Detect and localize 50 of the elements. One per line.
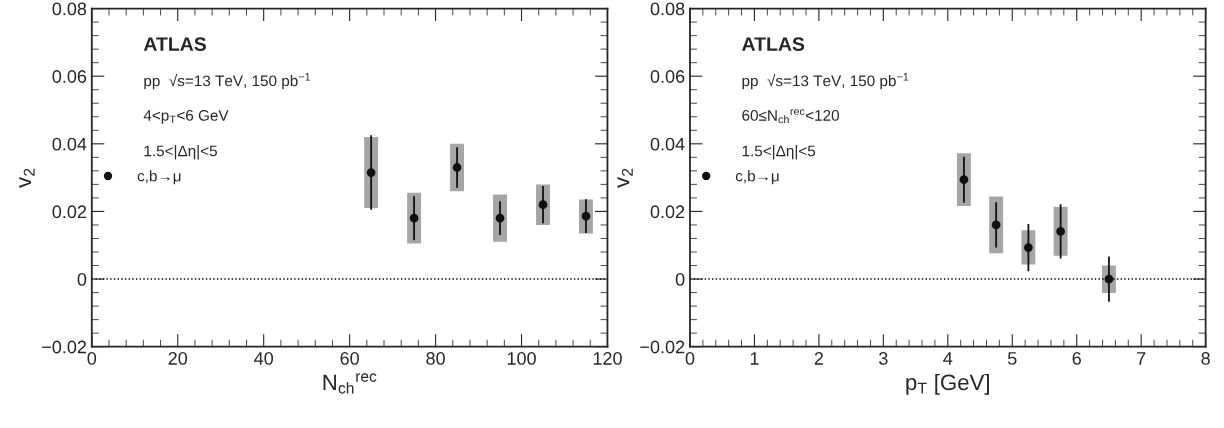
x-tick-label: 40 [254, 352, 274, 365]
point [538, 200, 548, 210]
annotation: 1.5<|Δη|<5 [742, 145, 816, 160]
point [959, 175, 969, 185]
x-tick-label: 5 [1007, 352, 1017, 365]
x-tick-label: 4 [943, 352, 953, 365]
x-tick-label: 0 [685, 352, 695, 365]
y-axis-title: v$_{2}$ [19, 168, 35, 188]
y-tick-label: 0.06 [52, 70, 87, 83]
annotation: 1.5<|Δη|<5 [144, 145, 217, 160]
x-tick-label: 20 [168, 352, 188, 365]
y-tick-label: 0.08 [650, 2, 685, 16]
y-tick-label: 0.02 [650, 205, 685, 219]
y-tick-label: 0 [77, 272, 87, 286]
x-axis-title: p$_{T}$ [GeV] [906, 373, 989, 395]
y-tick-label: 0.08 [52, 2, 87, 16]
point [495, 213, 505, 223]
annotation: pp √s=13 TeV, 150 pb$^{−1}$ [144, 73, 311, 90]
y-tick-label: 0 [675, 272, 685, 286]
legend-label: c,b→μ [137, 170, 181, 185]
legend-label: c,b→μ [735, 170, 779, 185]
y-tick-label: 0.04 [650, 137, 685, 151]
x-tick-label: 3 [879, 352, 888, 365]
y-tick-label: −0.02 [42, 340, 87, 354]
point [366, 168, 376, 177]
y-tick-label: 0.06 [650, 70, 685, 83]
x-tick-label: 60 [340, 352, 359, 365]
x-axis-title: N$_{ch}$$^{rec}$ [323, 373, 377, 394]
x-tick-label: 100 [507, 352, 536, 365]
point [991, 220, 1001, 230]
annotation: ATLAS [742, 37, 805, 51]
x-tick-label: 0 [87, 352, 97, 365]
x-tick-label: 8 [1201, 352, 1210, 365]
point [1056, 227, 1065, 236]
x-tick-label: 2 [814, 352, 823, 365]
y-axis-title: v$_{2}$ [617, 168, 633, 188]
point [452, 163, 462, 172]
annotation: ATLAS [143, 37, 206, 51]
x-tick-label: 7 [1137, 352, 1146, 365]
y-tick-label: 0.04 [52, 137, 87, 151]
x-tick-label: 120 [593, 352, 622, 365]
x-tick-label: 6 [1072, 352, 1081, 365]
y-tick-label: −0.02 [640, 340, 685, 354]
annotation: 60≤N$_{ch}$$^{rec}$<120 [742, 109, 840, 124]
annotation: pp √s=13 TeV, 150 pb$^{−1}$ [742, 73, 909, 90]
annotation: 4<p$_{T}$<6 GeV [143, 109, 229, 124]
point [409, 213, 419, 223]
y-tick-label: 0.02 [52, 205, 87, 219]
x-tick-label: 80 [426, 352, 445, 365]
x-tick-label: 1 [750, 352, 759, 365]
